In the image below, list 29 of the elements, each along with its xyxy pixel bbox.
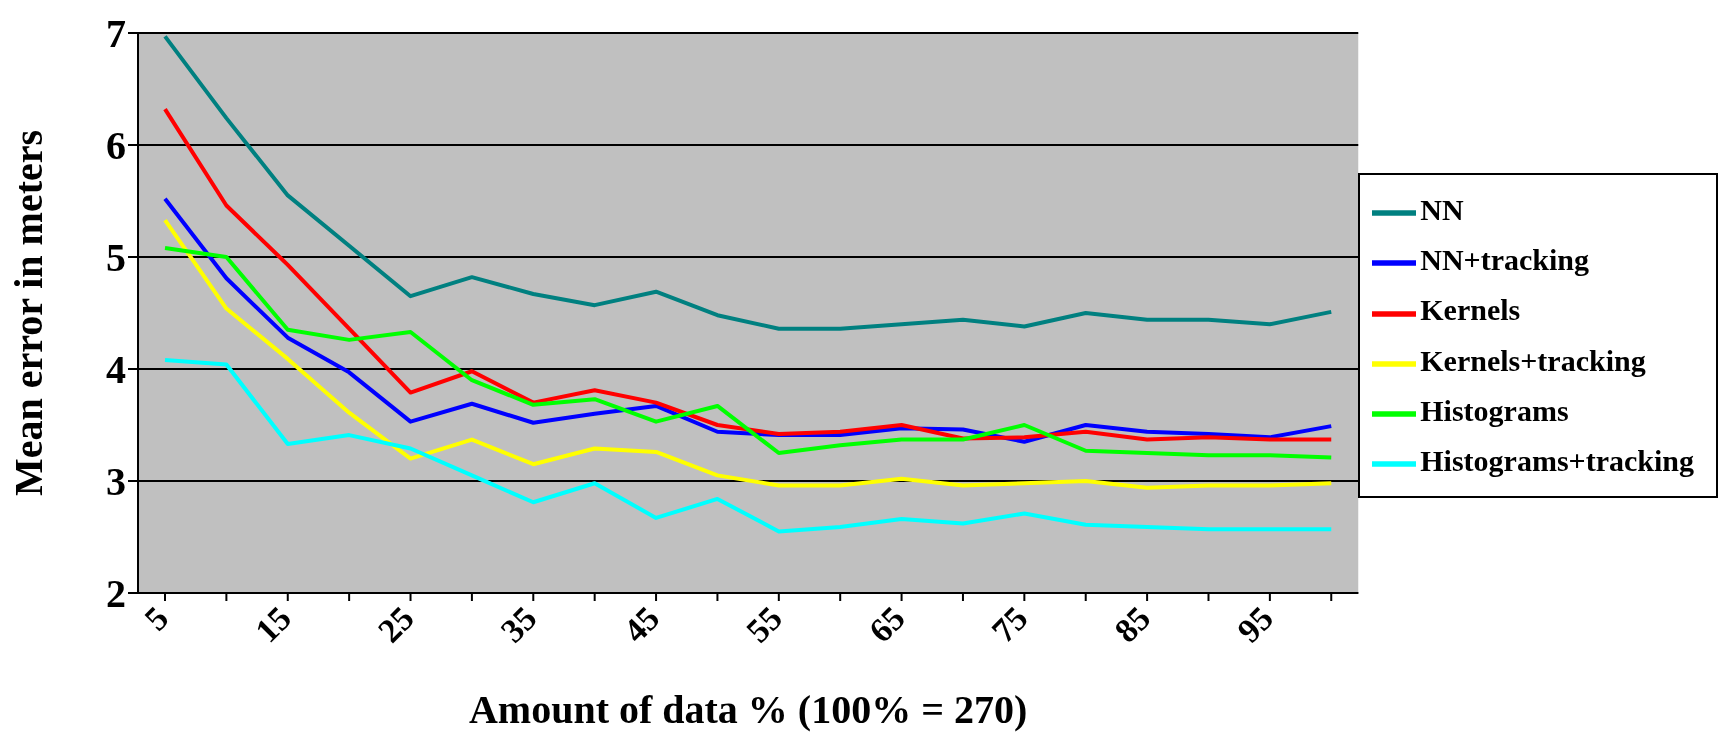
y-tick-label: 2 [106, 571, 126, 617]
line-series [163, 107, 1334, 442]
y-axis-title: Mean error in meters [6, 129, 52, 497]
x-tick-label: 75 [984, 599, 1035, 650]
x-tick-label: 55 [739, 599, 790, 650]
line-series [163, 358, 1334, 534]
x-tick-label: 25 [370, 599, 421, 650]
line-series [163, 218, 1334, 490]
y-tick-label: 7 [106, 11, 126, 57]
x-tick-label: 85 [1107, 599, 1158, 650]
x-tick-label: 45 [616, 599, 667, 650]
y-tick-label: 5 [106, 235, 126, 281]
legend-label: Kernels+tracking [1420, 343, 1646, 377]
x-tick-label: 65 [861, 599, 913, 650]
line-series [163, 246, 1334, 460]
legend-label: Histograms [1420, 393, 1569, 427]
y-tick-label: 4 [106, 347, 126, 393]
y-tick-label: 3 [106, 459, 126, 505]
legend-label: Histograms+tracking [1420, 443, 1694, 477]
x-tick-label: 15 [248, 599, 299, 650]
x-axis-title: Amount of data % (100% = 270) [468, 687, 1028, 732]
x-tick-label: 95 [1230, 599, 1281, 650]
legend-label: NN [1420, 193, 1464, 227]
legend-label: NN+tracking [1420, 243, 1589, 277]
x-tick-label: 5 [137, 599, 176, 638]
legend-label: Kernels [1420, 293, 1521, 327]
y-tick-label: 6 [106, 123, 126, 169]
x-tick-label: 35 [493, 599, 544, 650]
line-series [163, 34, 1334, 331]
